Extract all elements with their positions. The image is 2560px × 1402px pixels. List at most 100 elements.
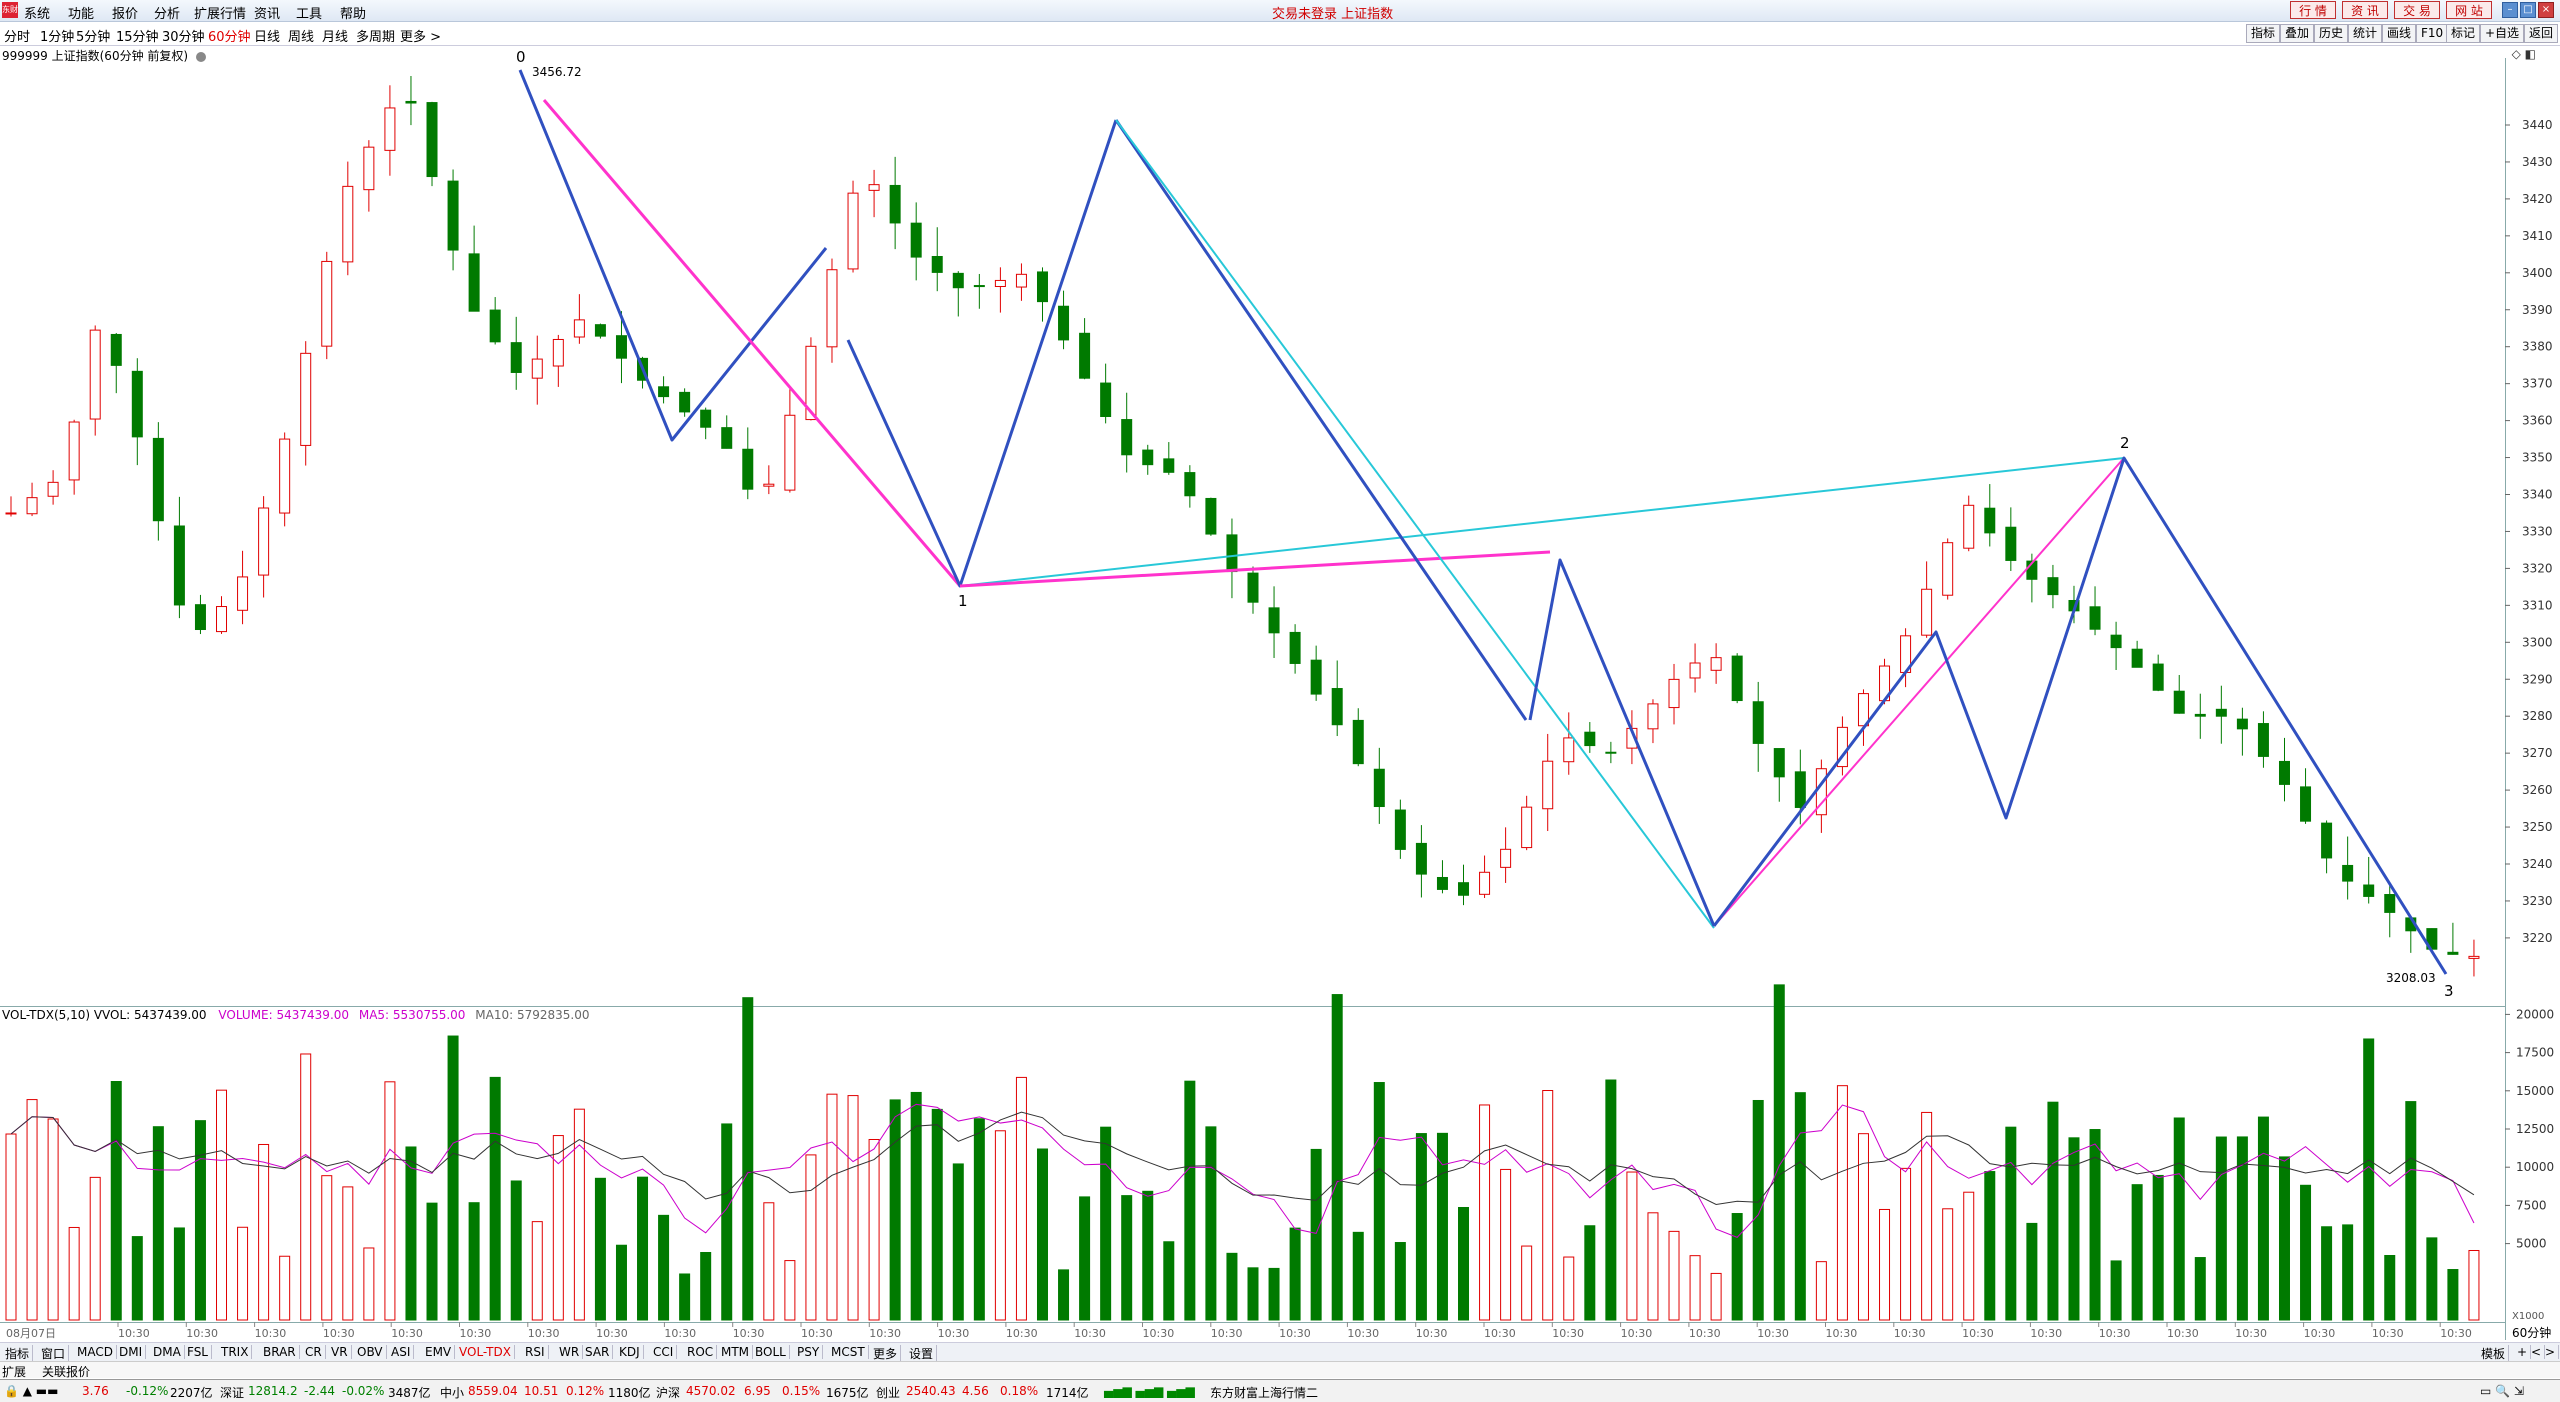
indicator-tab-2[interactable]: MACD [74, 1345, 117, 1359]
period-daily[interactable]: 日线 [254, 30, 281, 45]
period-1min[interactable]: 1分钟 [40, 30, 75, 45]
indicator-right-0[interactable]: 模板 [2478, 1345, 2510, 1362]
price-label-22: 3220 [2522, 931, 2553, 945]
time-label-5: 10:30 [460, 1327, 492, 1340]
period-15min[interactable]: 15分钟 [116, 30, 159, 45]
time-label-1: 10:30 [186, 1327, 218, 1340]
indicator-tab-9[interactable]: VR [328, 1345, 352, 1359]
indicator-tab-7[interactable]: BRAR [260, 1345, 300, 1359]
back-button[interactable]: 返回 [2524, 24, 2559, 43]
app-logo[interactable]: 东财 [2, 2, 18, 18]
menu-news[interactable]: 资讯 [254, 7, 281, 22]
news-button[interactable]: 资 讯 [2342, 1, 2388, 19]
candle-3 [68, 421, 80, 481]
price-label-6: 3380 [2522, 340, 2553, 354]
settings-circle-icon[interactable] [195, 51, 206, 62]
time-label-29: 10:30 [2099, 1327, 2131, 1340]
candle-33 [700, 409, 712, 428]
period-weekly[interactable]: 周线 [288, 30, 315, 45]
overlay-button[interactable]: 叠加 [2280, 24, 2315, 43]
indicator-tab-10[interactable]: OBV [354, 1345, 387, 1359]
period-more[interactable]: 更多 > [400, 30, 442, 45]
menu-help[interactable]: 帮助 [340, 7, 367, 22]
indicator-tab-4[interactable]: DMA [150, 1345, 185, 1359]
menu-tools[interactable]: 工具 [296, 7, 323, 22]
volume-bar-79 [1668, 1230, 1680, 1321]
time-label-26: 10:30 [1894, 1327, 1926, 1340]
time-label-20: 10:30 [1484, 1327, 1516, 1340]
tab-extend[interactable]: 扩展 [2, 1365, 27, 1379]
menu-function[interactable]: 功能 [68, 7, 95, 22]
period-5min[interactable]: 5分钟 [76, 30, 111, 45]
indicator-tab-19[interactable]: ROC [684, 1345, 718, 1359]
time-label-0: 10:30 [118, 1327, 150, 1340]
add-watch-button[interactable]: +自选 [2480, 24, 2525, 43]
indicator-tab-0[interactable]: 指标 [2, 1345, 34, 1362]
indicator-right-1[interactable]: + [2514, 1345, 2532, 1359]
time-label-11: 10:30 [869, 1327, 901, 1340]
menu-extended[interactable]: 扩展行情 [194, 7, 247, 22]
price-label-11: 3330 [2522, 524, 2553, 538]
indicator-tab-24[interactable]: 更多 [870, 1345, 902, 1362]
maximize-icon[interactable]: □ [2520, 2, 2536, 18]
volume-bar-29 [615, 1244, 627, 1321]
menu-system[interactable]: 系统 [24, 7, 51, 22]
indicator-tab-25[interactable]: 设置 [906, 1345, 938, 1362]
indicator-tab-12[interactable]: EMV [422, 1345, 456, 1359]
indicator-tab-11[interactable]: ASI [388, 1345, 415, 1359]
candle-11 [237, 576, 249, 611]
minimize-icon[interactable]: – [2502, 2, 2518, 18]
period-multi[interactable]: 多周期 [356, 30, 396, 45]
indicator-tab-18[interactable]: CCI [650, 1345, 678, 1359]
indicator-tab-22[interactable]: PSY [794, 1345, 824, 1359]
candle-113 [2384, 894, 2396, 913]
indicator-tab-23[interactable]: MCST [828, 1345, 869, 1359]
time-label-31: 10:30 [2235, 1327, 2267, 1340]
indicator-right-2[interactable]: < [2528, 1345, 2546, 1359]
indicator-right-3[interactable]: > [2542, 1345, 2560, 1359]
period-badge: 60分钟 [2512, 1325, 2551, 1340]
volume-bar-33 [700, 1251, 712, 1321]
trade-button[interactable]: 交 易 [2394, 1, 2440, 19]
tab-related[interactable]: 关联报价 [42, 1365, 91, 1379]
candle-74 [1563, 737, 1575, 763]
volume-bar-64 [1352, 1231, 1364, 1321]
indicator-tab-8[interactable]: CR [302, 1345, 326, 1359]
indicator-tab-17[interactable]: KDJ [616, 1345, 644, 1359]
draw-line-button[interactable]: 画线 [2382, 24, 2417, 43]
site-button[interactable]: 网 站 [2446, 1, 2492, 19]
candle-71 [1500, 848, 1512, 868]
indicator-tab-16[interactable]: SAR [582, 1345, 614, 1359]
period-60min[interactable]: 60分钟 [208, 30, 251, 45]
status-tools-icons[interactable]: ▭ 🔍 ⇲ [2480, 1384, 2524, 1398]
indicator-tab-5[interactable]: FSL [184, 1345, 212, 1359]
indicator-tab-15[interactable]: WR [556, 1345, 584, 1359]
indicator-tab-6[interactable]: TRIX [218, 1345, 253, 1359]
indicator-tab-21[interactable]: BOLL [752, 1345, 790, 1359]
candle-116 [2447, 951, 2459, 955]
time-label-4: 10:30 [391, 1327, 423, 1340]
period-intraday[interactable]: 分时 [4, 30, 31, 45]
menu-quote[interactable]: 报价 [112, 7, 139, 22]
period-monthly[interactable]: 月线 [322, 30, 349, 45]
candle-65 [1373, 768, 1385, 808]
indicator-tab-1[interactable]: 窗口 [38, 1345, 70, 1362]
indicator-tab-3[interactable]: DMI [116, 1345, 147, 1359]
stats-button[interactable]: 统计 [2348, 24, 2383, 43]
candle-27 [573, 319, 585, 338]
pane-icons[interactable]: ◇ ◧ [2511, 47, 2536, 61]
menu-analysis[interactable]: 分析 [154, 7, 181, 22]
indicator-tab-20[interactable]: MTM [718, 1345, 754, 1359]
axis-line [2505, 58, 2506, 1340]
indicator-button[interactable]: 指标 [2246, 24, 2281, 43]
status-icons[interactable]: 🔒 ▲ ▬▬ [4, 1384, 59, 1398]
volume-bar-111 [2342, 1224, 2354, 1321]
indicator-tab-14[interactable]: RSI [522, 1345, 549, 1359]
period-30min[interactable]: 30分钟 [162, 30, 205, 45]
mark-button[interactable]: 标记 [2446, 24, 2481, 43]
history-button[interactable]: 历史 [2314, 24, 2349, 43]
close-icon[interactable]: × [2538, 2, 2554, 18]
indicator-tab-13[interactable]: VOL-TDX [456, 1345, 515, 1359]
quote-button[interactable]: 行 情 [2290, 1, 2336, 19]
